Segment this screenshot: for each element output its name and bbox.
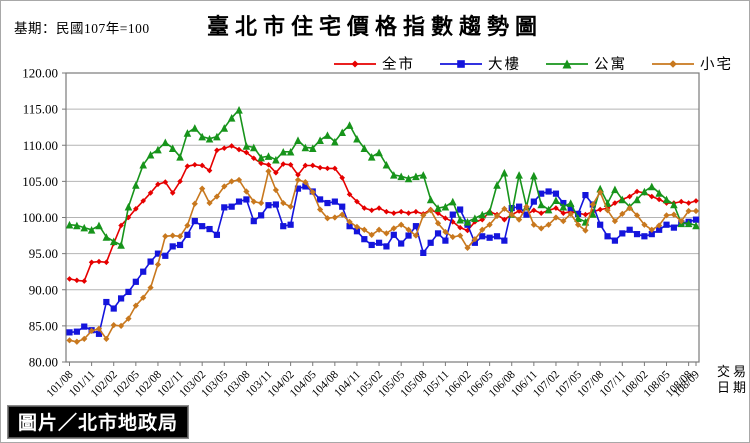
page-title: 臺北市住宅價格指數趨勢圖: [206, 14, 543, 39]
svg-text:90.00: 90.00: [29, 282, 58, 297]
svg-text:日期: 日期: [717, 380, 749, 395]
svg-text:105.00: 105.00: [22, 174, 58, 189]
legend-item-small-home: 小宅: [651, 53, 733, 74]
svg-text:交易: 交易: [717, 364, 749, 379]
legend-item-citywide: 全市: [333, 53, 415, 74]
svg-text:95.00: 95.00: [29, 246, 58, 261]
legend-label-apartment: 公寓: [594, 57, 627, 73]
legend-item-building: 大樓: [439, 53, 521, 74]
base-period-note: 基期：民國107年=100: [14, 21, 150, 36]
svg-text:110.00: 110.00: [23, 138, 58, 153]
svg-text:80.00: 80.00: [29, 355, 58, 370]
citywide-line-marker-icon: [334, 60, 376, 67]
building-line-marker-icon: [440, 59, 482, 68]
svg-text:100.00: 100.00: [22, 210, 58, 225]
legend-label-small-home: 小宅: [700, 57, 733, 73]
small-home-line-marker-icon: [652, 59, 694, 68]
legend-label-building: 大樓: [488, 57, 521, 73]
legend-label-citywide: 全市: [382, 57, 415, 73]
svg-text:115.00: 115.00: [23, 102, 58, 117]
svg-text:120.00: 120.00: [22, 66, 58, 81]
svg-text:85.00: 85.00: [29, 318, 58, 333]
apartment-line-marker-icon: [546, 59, 588, 68]
legend-item-apartment: 公寓: [545, 53, 627, 74]
source-watermark-badge: 圖片／北市地政局: [7, 405, 190, 439]
chart-legend: 全市 大樓 公寓 小宅: [333, 53, 733, 74]
